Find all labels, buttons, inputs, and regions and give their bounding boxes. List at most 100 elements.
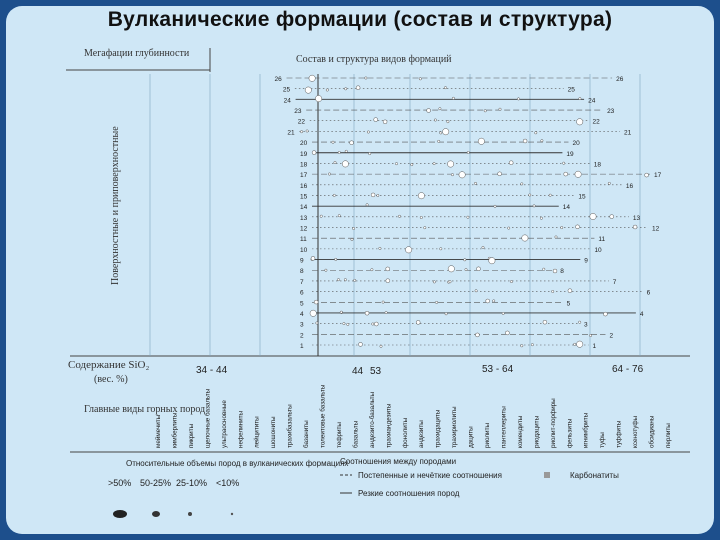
rock-name: андезиты — [418, 420, 425, 448]
rock-volume-marker — [382, 119, 388, 125]
rock-volume-marker — [398, 214, 401, 218]
rock-volume-marker — [607, 181, 611, 185]
rock-volume-marker — [447, 265, 455, 273]
formation-number-left: 19 — [300, 151, 308, 158]
rock-volume-marker — [374, 321, 379, 327]
rock-volume-marker — [370, 192, 376, 198]
left-axis-label: Поверхностные и приповерхностные — [110, 126, 121, 285]
rock-volume-marker — [562, 161, 566, 165]
rock-volume-marker — [418, 77, 422, 81]
rock-volume-marker — [542, 319, 548, 325]
formation-number-right: 11 — [598, 236, 605, 243]
rock-volume-marker — [376, 194, 380, 197]
formation-number-left: 10 — [300, 247, 308, 254]
rock-name: меймечиты — [154, 414, 162, 448]
rock-volume-marker — [405, 246, 413, 254]
rock-volume-marker — [508, 160, 514, 165]
rock-volume-marker — [313, 299, 319, 305]
rock-volume-marker — [498, 107, 502, 111]
rock-volume-marker — [366, 130, 370, 134]
rock-name: игнимбриты — [582, 412, 590, 448]
rock-name: трахидациты — [435, 409, 442, 448]
rock-volume-marker — [368, 152, 372, 156]
rock-volume-markers — [300, 74, 649, 348]
formation-number-right: 9 — [584, 258, 588, 265]
rock-volume-marker — [315, 95, 323, 103]
rock-volume-marker — [542, 267, 546, 271]
formation-number-right: 7 — [613, 279, 617, 286]
rock-volume-marker — [522, 138, 528, 144]
rock-volume-marker — [447, 160, 455, 168]
rock-volume-marker — [432, 280, 436, 284]
page-title: Вулканические формации (состав и структу… — [107, 8, 613, 31]
rock-volume-marker — [481, 246, 485, 249]
formation-numbers-left: 2625242322212019181716151413121110987654… — [275, 76, 308, 350]
rock-volume-marker — [521, 234, 529, 242]
formation-number-right: 19 — [566, 151, 574, 158]
formation-number-right: 23 — [607, 108, 615, 115]
rock-volume-marker — [419, 216, 423, 219]
rock-volume-marker — [370, 268, 374, 272]
rocks-label: Главные виды горных пород — [84, 404, 205, 415]
volume-legend-title: Относительные объемы пород в вулканическ… — [126, 459, 348, 468]
rock-volume-marker — [463, 258, 467, 262]
formation-number-left: 3 — [300, 322, 304, 329]
rock-volume-marker — [475, 332, 480, 338]
rock-volume-marker — [300, 130, 304, 134]
formation-number-right: 6 — [647, 290, 651, 297]
rock-volume-marker — [311, 150, 317, 155]
silica-range-5: 64 - 76 — [612, 364, 644, 375]
rock-volume-marker — [603, 311, 608, 317]
rock-volume-marker — [337, 214, 341, 218]
formation-number-right: 26 — [616, 76, 624, 83]
rock-volume-marker — [483, 109, 487, 113]
rock-volume-marker — [551, 290, 555, 293]
formation-number-left: 25 — [283, 87, 291, 94]
rock-names: меймечиты кимберлиты пикриты щелочные базал… — [154, 384, 672, 448]
volume-25-10: 25-10% — [176, 478, 207, 488]
formation-number-left: 5 — [300, 300, 304, 307]
rock-volume-marker — [371, 322, 375, 326]
carbonatite-label: Карбонатиты — [570, 471, 619, 480]
rock-volume-marker — [510, 280, 513, 284]
rock-name: щелочные базальты — [203, 388, 211, 448]
rock-volume-marker — [554, 235, 558, 239]
formation-number-left: 7 — [300, 279, 304, 286]
rock-volume-marker — [325, 88, 329, 92]
formation-number-left: 21 — [287, 129, 295, 136]
rock-volume-marker — [552, 268, 558, 274]
formation-number-left: 6 — [300, 290, 304, 297]
rock-volume-marker — [574, 170, 582, 178]
rock-volume-marker — [432, 162, 436, 166]
rock-volume-marker — [575, 224, 580, 230]
rock-name: риодациты — [533, 415, 540, 448]
rock-name: риолиты — [484, 423, 491, 448]
silica-range-2: 44 — [352, 366, 364, 377]
rock-name: дациты — [468, 426, 475, 448]
rock-name: трахибазальты — [286, 404, 294, 448]
formation-number-left: 11 — [300, 236, 307, 243]
rock-volume-marker — [532, 204, 536, 208]
formation-number-right: 25 — [568, 87, 576, 94]
rock-volume-marker — [488, 257, 496, 265]
rock-volume-marker — [305, 129, 309, 133]
rock-name: кимберлиты — [170, 412, 178, 448]
rock-volume-marker — [342, 322, 346, 326]
rock-volume-marker — [385, 266, 390, 272]
rock-volume-marker — [331, 140, 335, 144]
rock-volume-marker — [563, 171, 568, 177]
composition-header: Состав и структура видов формаций — [296, 54, 452, 65]
rock-volume-marker — [337, 151, 341, 154]
formation-number-right: 24 — [588, 97, 596, 104]
rock-volume-marker — [324, 268, 328, 272]
rock-volume-marker — [476, 266, 481, 272]
formation-number-left: 16 — [300, 183, 308, 190]
rock-volume-marker — [451, 173, 454, 177]
rock-volume-marker — [332, 193, 336, 197]
rock-name: фельзиты — [566, 418, 573, 448]
rock-name: обсидианы — [648, 415, 656, 448]
rock-volume-marker — [466, 215, 470, 219]
rock-volume-marker — [417, 192, 425, 200]
volume-marker-large — [113, 510, 127, 518]
